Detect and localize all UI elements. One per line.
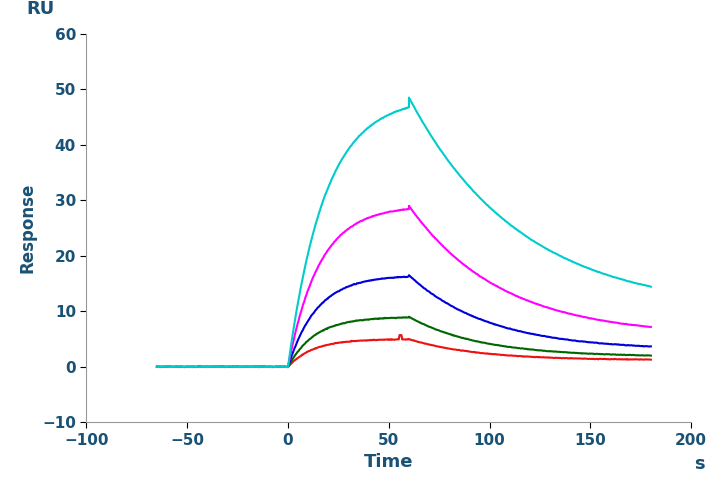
Text: s: s (694, 456, 705, 473)
Text: RU: RU (26, 0, 54, 18)
Y-axis label: Response: Response (19, 183, 37, 273)
X-axis label: Time: Time (364, 454, 413, 471)
